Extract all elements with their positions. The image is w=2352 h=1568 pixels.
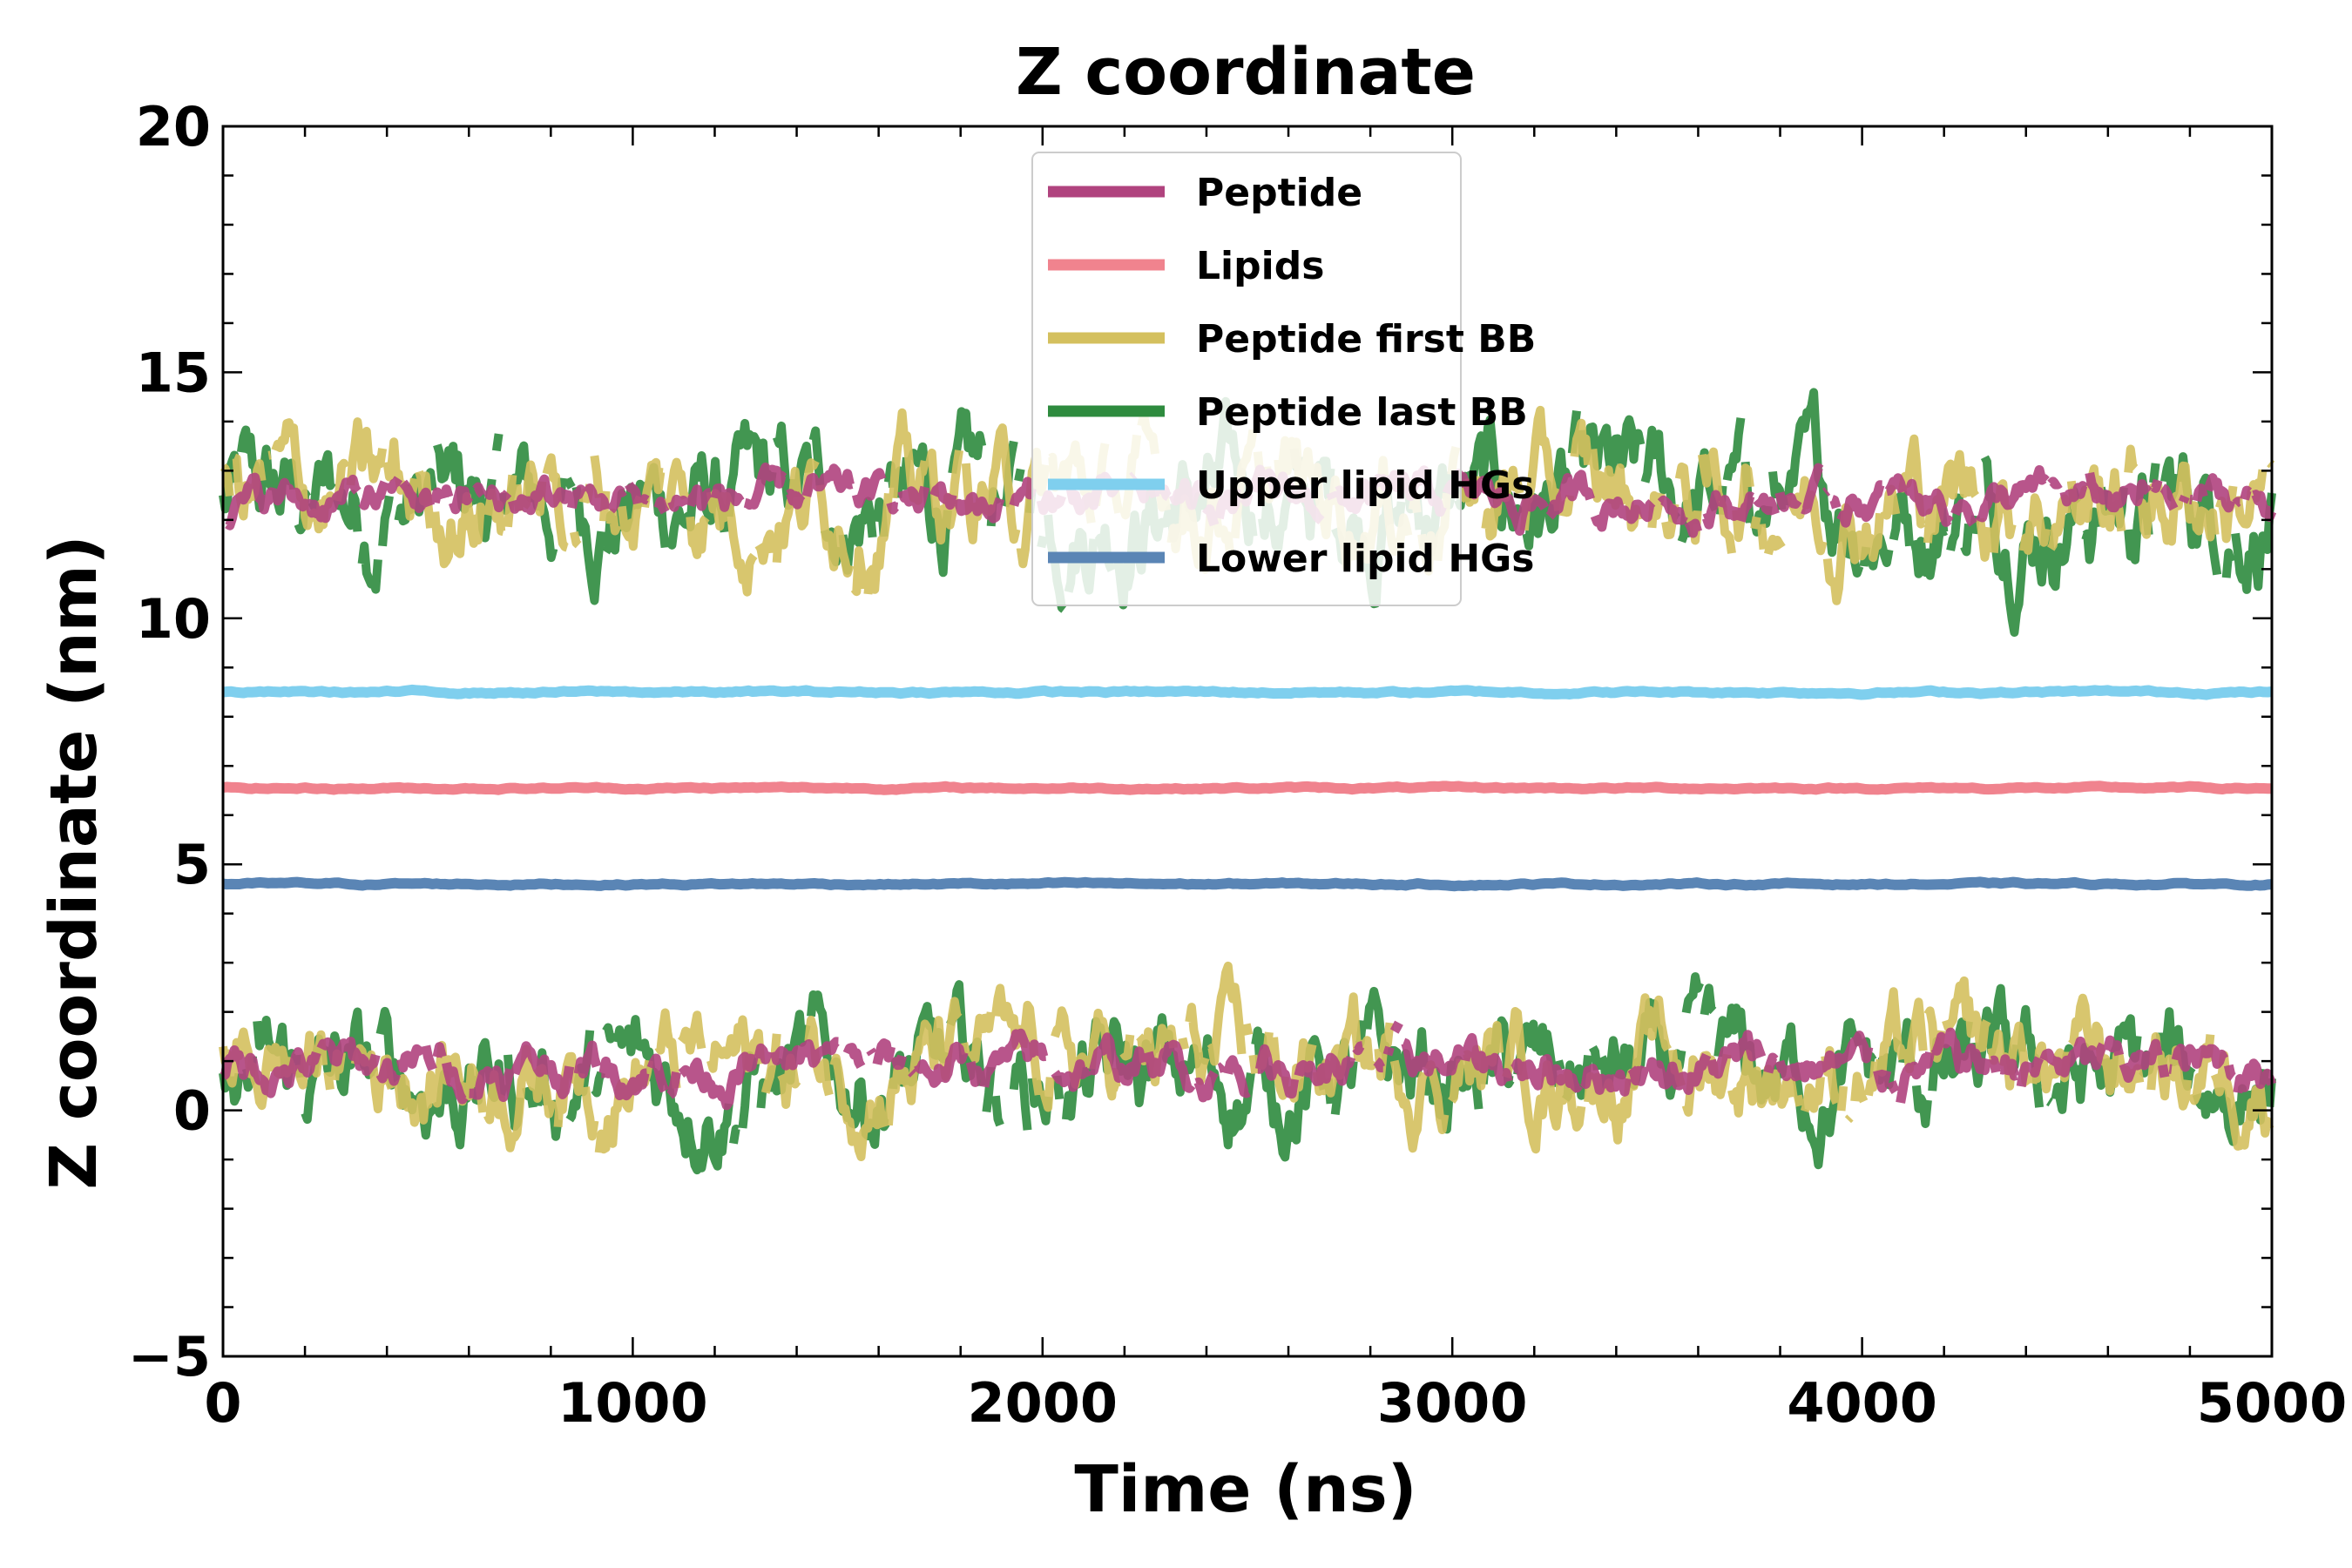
y-tick-label: 0 — [173, 1079, 211, 1143]
legend-label: Peptide first BB — [1196, 317, 1536, 362]
y-axis-label: Z coordinate (nm) — [37, 535, 112, 1189]
x-tick-label: 4000 — [1787, 1371, 1937, 1435]
x-tick-label: 1000 — [558, 1371, 708, 1435]
x-tick-label: 2000 — [968, 1371, 1119, 1435]
legend-label: Peptide — [1196, 171, 1362, 215]
legend-label: Upper lipid HGs — [1196, 463, 1534, 508]
series-line — [221, 684, 2274, 700]
series-line — [219, 961, 2274, 1161]
series-line — [221, 781, 2274, 795]
series-line — [220, 1020, 2277, 1111]
legend: Peptide Lipids Peptide first BB Peptide … — [1031, 152, 1536, 606]
y-tick-label: −5 — [128, 1325, 211, 1389]
chart-title: Z coordinate — [1016, 35, 1476, 110]
x-axis-label: Time (ns) — [1074, 1452, 1416, 1527]
legend-label: Lipids — [1196, 244, 1324, 288]
x-tick-label: 5000 — [2197, 1371, 2348, 1435]
plot-frame — [221, 125, 2274, 1358]
x-tick-label: 0 — [204, 1371, 241, 1435]
y-tick-label: 10 — [136, 587, 211, 651]
y-tick-label: 5 — [173, 833, 211, 896]
y-tick-label: 15 — [136, 341, 211, 404]
x-tick-label: 3000 — [1377, 1371, 1528, 1435]
legend-label: Lower lipid HGs — [1196, 537, 1534, 581]
x-tick-labels: 0 1000 2000 3000 4000 5000 — [204, 1371, 2347, 1435]
y-tick-labels: −5 0 5 10 15 20 — [128, 95, 211, 1389]
legend-label: Peptide last BB — [1196, 390, 1528, 435]
y-tick-label: 20 — [136, 95, 211, 159]
series-line — [221, 876, 2274, 892]
